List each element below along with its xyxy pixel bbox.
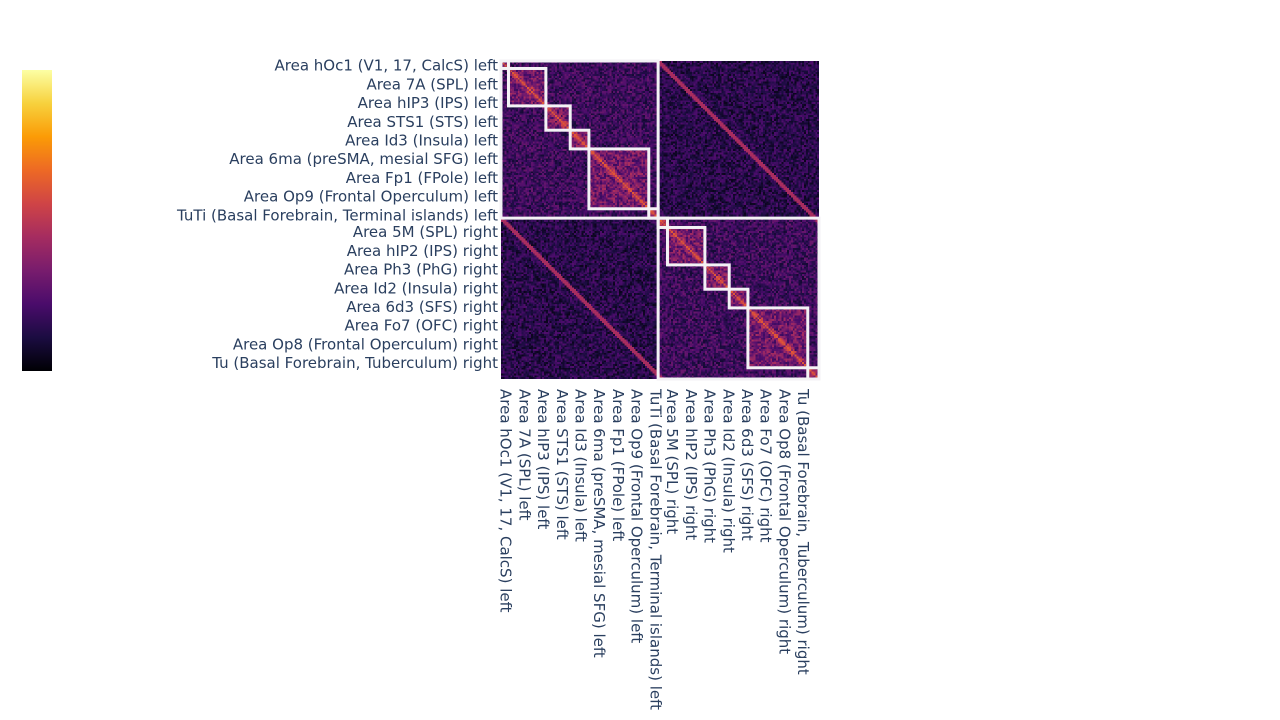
heatmap-matrix <box>501 61 819 379</box>
y-tick-label: Area STS1 (STS) left <box>347 113 498 131</box>
cluster-box-11 <box>746 306 810 370</box>
cluster-box-9 <box>703 263 731 291</box>
x-tick-label: Area 6ma (preSMA, mesial SFG) left <box>590 389 608 658</box>
hemisphere-box-left <box>499 59 660 220</box>
x-tick-label: Area Id2 (Insula) right <box>719 389 737 553</box>
x-tick-label: Area hOc1 (V1, 17, CalcS) left <box>497 389 515 613</box>
x-tick-label: Area 6d3 (SFS) right <box>738 389 756 541</box>
x-tick-label: Area hIP3 (IPS) left <box>534 389 552 529</box>
cluster-box-4 <box>568 128 591 151</box>
cluster-box-7 <box>656 216 669 229</box>
x-tick-label: Area 7A (SPL) left <box>515 389 533 521</box>
y-tick-label: Area Id2 (Insula) right <box>334 279 498 297</box>
y-tick-label: Area hIP2 (IPS) right <box>347 242 498 260</box>
y-tick-label: Area Op8 (Frontal Operculum) right <box>233 335 498 353</box>
y-tick-label: Area Op9 (Frontal Operculum) left <box>244 188 498 206</box>
cluster-box-1 <box>499 59 510 70</box>
cluster-box-2 <box>506 66 548 108</box>
cluster-box-6 <box>647 207 660 220</box>
cluster-box-8 <box>665 225 707 267</box>
cluster-boxes <box>499 59 821 381</box>
y-tick-label: Area Fp1 (FPole) left <box>346 169 498 187</box>
x-tick-labels: Area hOc1 (V1, 17, CalcS) left Area 7A (S… <box>497 388 812 710</box>
y-tick-label: Area 6ma (preSMA, mesial SFG) left <box>229 150 498 168</box>
x-tick-label: Tu (Basal Forebrain, Tuberculum) right <box>794 388 812 675</box>
cluster-box-12 <box>806 366 821 381</box>
x-tick-label: Area Op9 (Frontal Operculum) left <box>628 389 646 643</box>
cluster-box-3 <box>544 104 572 132</box>
y-tick-label: Area 6d3 (SFS) right <box>346 298 498 316</box>
x-tick-label: TuTi (Basal Forebrain, Terminal islands)… <box>646 388 664 710</box>
y-tick-label: TuTi (Basal Forebrain, Terminal islands)… <box>176 206 498 224</box>
cluster-box-10 <box>727 287 750 310</box>
hemisphere-box-right <box>656 216 821 381</box>
x-tick-label: Area Id3 (Insula) left <box>572 389 590 542</box>
y-tick-label: Area Fo7 (OFC) right <box>345 317 499 335</box>
x-tick-label: Area 5M (SPL) right <box>663 389 681 534</box>
y-tick-label: Area 7A (SPL) left <box>366 75 498 93</box>
y-tick-label: Tu (Basal Forebrain, Tuberculum) right <box>211 354 498 372</box>
x-tick-label: Area STS1 (STS) left <box>553 389 571 540</box>
x-tick-label: Area Op8 (Frontal Operculum) right <box>775 389 793 654</box>
heatmap-cells <box>501 61 819 379</box>
x-tick-label: Area hIP2 (IPS) right <box>682 389 700 540</box>
y-tick-label: Area hOc1 (V1, 17, CalcS) left <box>275 57 499 75</box>
y-tick-label: Area Id3 (Insula) left <box>345 132 498 150</box>
x-tick-label: Area Fo7 (OFC) right <box>757 389 775 543</box>
colorbar <box>22 70 52 371</box>
y-tick-label: Area hIP3 (IPS) left <box>358 94 498 112</box>
cluster-box-5 <box>587 147 651 211</box>
x-tick-label: Area Fp1 (FPole) left <box>609 389 627 541</box>
x-tick-label: Area Ph3 (PhG) right <box>701 389 719 543</box>
y-tick-label: Area Ph3 (PhG) right <box>344 261 498 279</box>
y-tick-label: Area 5M (SPL) right <box>353 223 498 241</box>
